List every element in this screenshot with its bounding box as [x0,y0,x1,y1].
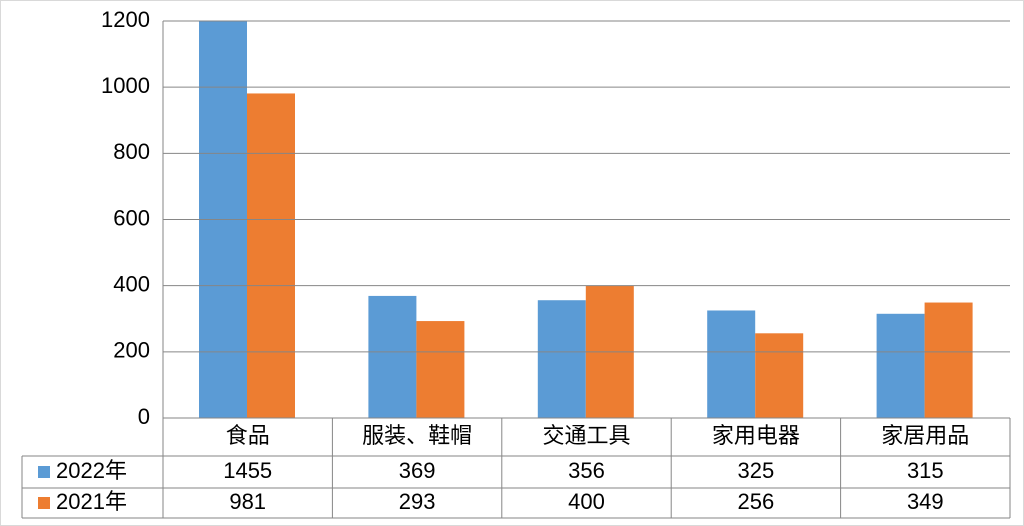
legend-swatch [38,466,50,478]
bar [755,333,804,418]
y-tick-label: 600 [113,205,150,230]
table-value: 349 [907,489,944,514]
bar [924,302,973,418]
y-tick-label: 1000 [101,73,150,98]
legend-label: 2021年 [56,489,127,514]
table-value: 369 [399,458,436,483]
x-tick-label: 服装、鞋帽 [362,423,472,448]
legend-swatch [38,497,50,509]
table-value: 256 [738,489,775,514]
bar [537,300,586,418]
table-value: 400 [568,489,605,514]
x-tick-label: 家用电器 [712,423,800,448]
x-tick-label: 家居用品 [881,423,969,448]
y-tick-label: 200 [113,338,150,363]
bar [368,295,417,418]
table-value: 315 [907,458,944,483]
bar [247,93,295,418]
table-value: 293 [399,489,436,514]
table-value: 981 [229,489,266,514]
y-tick-label: 400 [113,271,150,296]
bar [707,310,756,418]
x-tick-label: 交通工具 [542,423,630,448]
x-tick-label: 食品 [226,423,270,448]
bar [416,321,465,418]
table-value: 356 [568,458,605,483]
legend-label: 2022年 [56,458,127,483]
table-value: 1455 [223,458,272,483]
bar [876,313,925,418]
bar [199,21,247,418]
y-tick-label: 1200 [101,7,150,32]
y-tick-label: 800 [113,139,150,164]
table-value: 325 [738,458,775,483]
y-tick-label: 0 [138,404,150,429]
